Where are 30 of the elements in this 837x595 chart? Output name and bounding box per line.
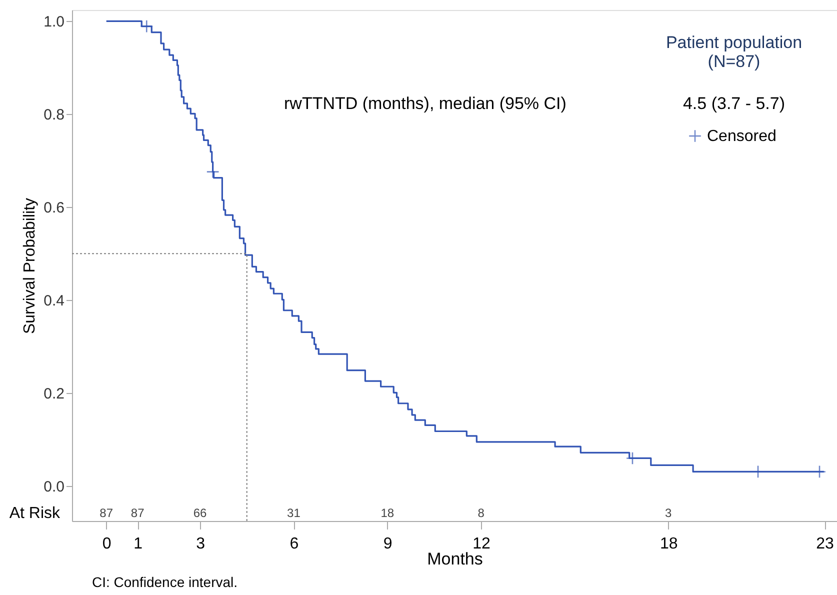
text: CI: Confidence interval.: [92, 574, 238, 590]
x-tick-label: 23: [816, 536, 834, 552]
legend-label: Censored: [707, 128, 776, 145]
x-tick-label: 12: [472, 536, 491, 552]
annotation: 8: [478, 506, 485, 520]
y-tick-label: 0.2: [44, 386, 64, 403]
annotation: 3: [665, 506, 672, 520]
y-tick-label: 0.8: [44, 106, 64, 124]
annotation: 87: [130, 506, 145, 520]
annotation: rwTTNTD (months), median (95% CI): [284, 94, 566, 113]
y-tick-label: 0.6: [44, 200, 64, 217]
point: [140, 20, 154, 33]
annotation: 31: [287, 506, 301, 520]
x-tick-label: 18: [660, 536, 678, 552]
x-tick-label: 0: [102, 536, 112, 552]
annotation: Patient population (N=87): [666, 33, 802, 71]
annotation: 87: [100, 506, 114, 520]
x-tick-label: 3: [196, 536, 206, 552]
annotation: 18: [380, 506, 394, 520]
y-axis-title: Survival Probability: [22, 198, 39, 334]
y-tick-label: 0.4: [44, 292, 64, 310]
x-tick-label: 1: [134, 536, 143, 552]
x-tick-label: 6: [290, 536, 299, 552]
text: At Risk: [9, 505, 61, 522]
y-tick-label: 1.0: [44, 14, 64, 31]
x-tick-label: 9: [383, 536, 392, 552]
x-axis-title: Months: [427, 550, 483, 568]
annotation: 66: [193, 506, 208, 520]
y-tick-label: 0.0: [44, 478, 64, 496]
annotation: 4.5 (3.7 - 5.7): [682, 94, 786, 113]
